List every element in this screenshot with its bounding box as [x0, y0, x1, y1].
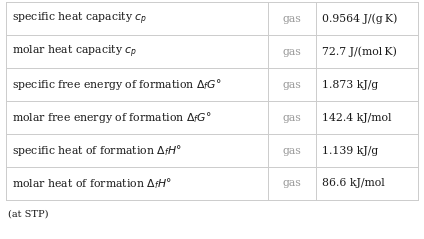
Text: (at STP): (at STP)	[8, 210, 48, 219]
Text: 0.9564 J/(g K): 0.9564 J/(g K)	[322, 13, 397, 24]
Text: specific free energy of formation $\Delta_f G$°: specific free energy of formation $\Delt…	[12, 77, 222, 92]
Text: 1.873 kJ/g: 1.873 kJ/g	[322, 80, 378, 89]
Text: molar free energy of formation $\Delta_f G$°: molar free energy of formation $\Delta_f…	[12, 110, 212, 125]
Text: molar heat capacity $c_p$: molar heat capacity $c_p$	[12, 43, 137, 60]
Text: 142.4 kJ/mol: 142.4 kJ/mol	[322, 113, 391, 123]
Text: gas: gas	[283, 146, 301, 156]
Text: gas: gas	[283, 13, 301, 23]
Text: 72.7 J/(mol K): 72.7 J/(mol K)	[322, 46, 397, 57]
Text: specific heat of formation $\Delta_f H$°: specific heat of formation $\Delta_f H$°	[12, 143, 182, 158]
Text: gas: gas	[283, 80, 301, 89]
Text: 86.6 kJ/mol: 86.6 kJ/mol	[322, 179, 385, 189]
Text: molar heat of formation $\Delta_f H$°: molar heat of formation $\Delta_f H$°	[12, 176, 172, 191]
Text: specific heat capacity $c_p$: specific heat capacity $c_p$	[12, 10, 148, 27]
Text: 1.139 kJ/g: 1.139 kJ/g	[322, 146, 378, 156]
Text: gas: gas	[283, 47, 301, 56]
Text: gas: gas	[283, 113, 301, 123]
Text: gas: gas	[283, 179, 301, 189]
